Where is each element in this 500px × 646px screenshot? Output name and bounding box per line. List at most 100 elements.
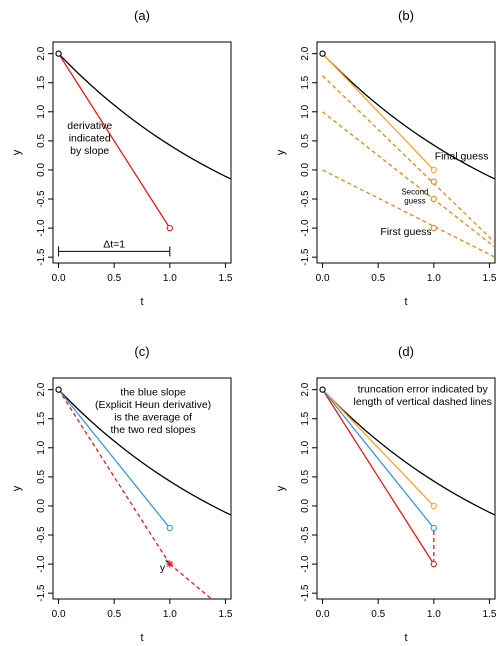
x-tick-label: 0.5 <box>371 273 385 284</box>
y-tick-label: -1.5 <box>300 248 311 266</box>
y-tick-label: 0.0 <box>300 163 311 177</box>
annotation: derivative indicated by slope <box>67 120 112 157</box>
y-tick-label: 1.0 <box>300 104 311 118</box>
y-tick-label: 2.0 <box>300 46 311 60</box>
y-tick-label: 0.0 <box>36 499 47 513</box>
data-point <box>55 50 62 57</box>
y-tick-label: 0.0 <box>300 499 311 513</box>
data-point <box>166 224 173 232</box>
panel-c: (c) 0.0 0.5 1.0 1.5 -1.5 -1.0 -0.5 0.0 0.5 1.0 1.5 2… <box>11 344 233 644</box>
x-tick-label: 1.5 <box>218 273 232 284</box>
annotation: y* <box>160 558 169 574</box>
y-tick-label: -1.0 <box>36 219 47 237</box>
plot-frame <box>52 377 232 600</box>
y-axis-label: y <box>11 485 23 491</box>
x-tick-label: 0.0 <box>52 609 66 620</box>
x-tick-label: 1.0 <box>427 273 441 284</box>
annotation: the blue slope (Explicit Heun derivative)… <box>95 386 211 436</box>
exact-solution-curve <box>322 53 495 180</box>
x-tick-label: 0.5 <box>107 609 121 620</box>
data-point <box>430 195 437 203</box>
x-axis-label: t <box>404 296 407 308</box>
x-axis-label: t <box>140 296 143 308</box>
y-tick-label: -1.0 <box>300 219 311 237</box>
slope-segment <box>322 75 495 244</box>
x-tick-label: 1.0 <box>163 609 177 620</box>
x-tick-label: 1.0 <box>163 273 177 284</box>
y-tick-label: 1.0 <box>36 440 47 454</box>
plot-frame <box>52 41 232 264</box>
exact-solution-curve <box>322 389 495 516</box>
plot-area <box>322 389 495 565</box>
y-axis-label: y <box>275 149 287 155</box>
slope-segment <box>322 111 495 248</box>
data-point <box>430 224 437 232</box>
y-axis-label: y <box>275 485 287 491</box>
x-tick-label: 1.5 <box>482 273 496 284</box>
x-tick-label: 1.5 <box>218 609 232 620</box>
y-tick-label: -1.5 <box>36 584 47 602</box>
data-point <box>319 386 326 393</box>
x-tick-label: 0.0 <box>316 609 330 620</box>
slope-segment <box>58 389 171 529</box>
x-tick-label: 1.5 <box>482 609 496 620</box>
y-tick-label: 0.5 <box>300 133 311 147</box>
y-tick-label: 0.5 <box>300 469 311 483</box>
y-tick-label: 2.0 <box>300 382 311 396</box>
y-tick-label: 0.5 <box>36 469 47 483</box>
x-axis-label: t <box>140 632 143 644</box>
slope-segment <box>169 563 213 599</box>
y-tick-label: -1.0 <box>36 555 47 573</box>
data-point <box>430 178 437 185</box>
y-tick-label: 2.0 <box>36 382 47 396</box>
y-tick-label: -1.5 <box>300 584 311 602</box>
data-point <box>166 524 173 532</box>
panel-label: (a) <box>134 8 150 23</box>
y-tick-label: -0.5 <box>36 526 47 544</box>
plot-frame <box>316 377 496 600</box>
panel-a: (a) 0.0 0.5 1.0 1.5 -1.5 -1.0 -0.5 0.0 0.5 1.0 1.5 2… <box>11 8 233 308</box>
plot-area <box>58 53 231 229</box>
y-tick-label: 1.5 <box>36 75 47 89</box>
annotation: Final guess <box>435 150 489 162</box>
panel-label: (d) <box>398 344 414 359</box>
panel-label: (b) <box>398 8 414 23</box>
panel-b: (b) 0.0 0.5 1.0 1.5 -1.5 -1.0 -0.5 0.0 0.5 1.0 1.5 2… <box>275 8 497 308</box>
y-tick-label: -0.5 <box>300 526 311 544</box>
x-axis-label: t <box>404 632 407 644</box>
annotation: truncation error indicated by length of v… <box>354 384 492 409</box>
y-tick-label: 0.5 <box>36 133 47 147</box>
interval-label: Δt=1 <box>103 238 125 250</box>
x-tick-label: 0.0 <box>316 273 330 284</box>
slope-segment <box>322 389 435 507</box>
slope-segment <box>58 53 171 229</box>
y-tick-label: 2.0 <box>36 46 47 60</box>
y-tick-label: -1.5 <box>36 248 47 266</box>
data-point <box>319 50 326 57</box>
data-point <box>430 524 437 532</box>
exact-solution-curve <box>58 389 231 516</box>
y-tick-label: 1.0 <box>300 440 311 454</box>
y-tick-label: -1.0 <box>300 555 311 573</box>
x-tick-label: 0.5 <box>371 609 385 620</box>
plot-area <box>58 389 231 599</box>
y-tick-label: -0.5 <box>300 190 311 208</box>
data-point <box>430 166 437 174</box>
slope-segment <box>322 169 495 258</box>
x-tick-label: 0.0 <box>52 273 66 284</box>
panel-label: (c) <box>134 344 149 359</box>
panel-d: (d) 0.0 0.5 1.0 1.5 -1.5 -1.0 -0.5 0.0 0.5 1.0 1.5 2… <box>275 344 497 644</box>
y-tick-label: 0.0 <box>36 163 47 177</box>
data-point <box>430 560 437 568</box>
plot-area <box>322 53 495 258</box>
slope-segment <box>322 389 435 565</box>
y-tick-label: 1.5 <box>36 411 47 425</box>
y-tick-label: 1.5 <box>300 411 311 425</box>
slope-segment <box>322 389 435 529</box>
star-point <box>166 560 174 568</box>
data-point <box>430 502 437 510</box>
annotation: Second guess <box>401 187 428 205</box>
x-tick-label: 1.0 <box>427 609 441 620</box>
y-tick-label: 1.0 <box>36 104 47 118</box>
